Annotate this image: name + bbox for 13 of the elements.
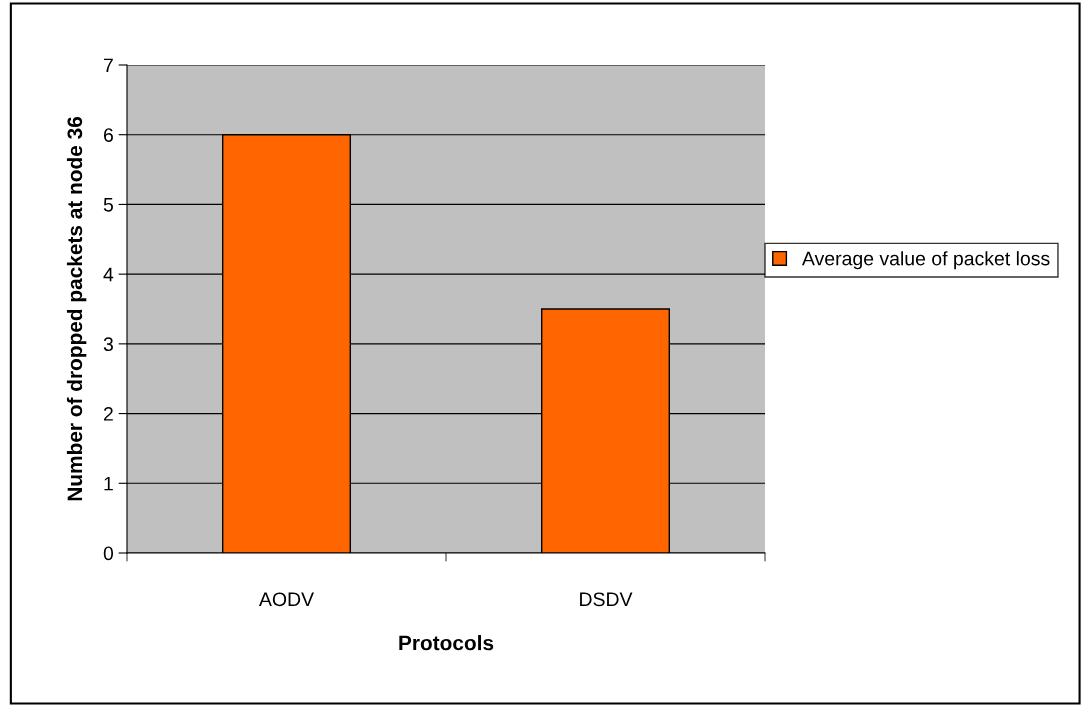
x-tick-label: AODV — [258, 592, 314, 607]
x-tick-label: DSDV — [580, 592, 633, 607]
legend-label: Average value of packet loss — [801, 251, 1050, 270]
y-tick-label: 5 — [103, 198, 113, 212]
y-tick-label: 0 — [103, 546, 114, 561]
y-tick-label: 2 — [103, 407, 113, 421]
y-tick-label: 1 — [104, 476, 113, 491]
y-tick-label: 4 — [103, 267, 114, 282]
y-tick-label: 7 — [103, 58, 113, 73]
y-axis-title: Number of dropped packets at node 36 — [66, 116, 87, 501]
y-tick-label: 3 — [103, 337, 113, 352]
y-tick-label: 6 — [103, 128, 113, 142]
x-axis-title: Protocols — [399, 635, 494, 651]
